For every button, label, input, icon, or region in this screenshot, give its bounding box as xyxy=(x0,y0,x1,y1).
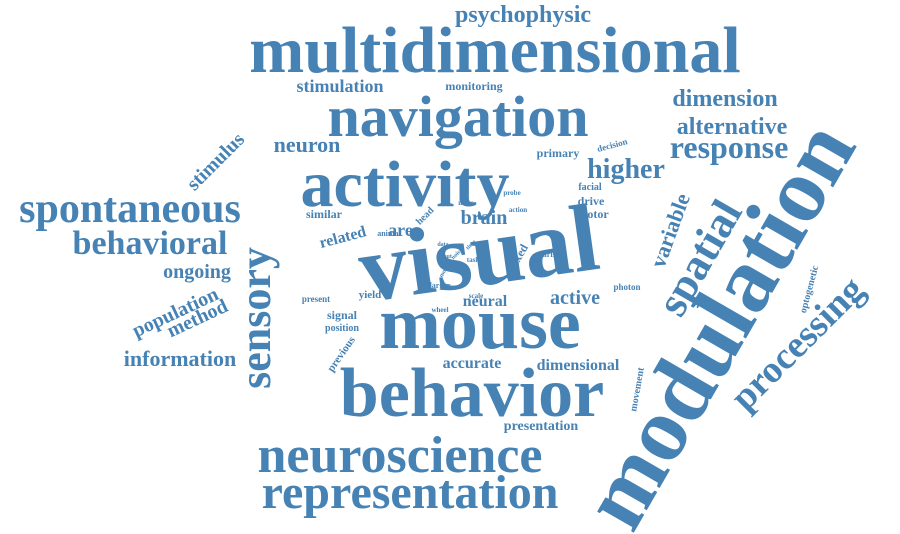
word-input: input xyxy=(438,254,452,260)
word-animal: animal xyxy=(377,229,401,238)
word-representation: representation xyxy=(262,466,559,519)
word-neuroscience: neuroscience xyxy=(258,427,543,484)
word-task: task xyxy=(467,256,480,264)
word-action: action xyxy=(509,206,527,214)
word-presentation: presentation xyxy=(504,419,579,434)
word-yield: yield xyxy=(359,289,382,301)
word-accurate: accurate xyxy=(443,355,502,372)
word-information: information xyxy=(124,346,236,371)
word-facial: facial xyxy=(578,182,602,193)
word-wheel: wheel xyxy=(431,306,448,314)
word-data: data xyxy=(437,242,448,248)
word-spontaneous: spontaneous xyxy=(19,186,241,232)
word-more: more xyxy=(458,199,473,207)
word-monitoring: monitoring xyxy=(445,79,502,93)
word-behavior: behavior xyxy=(340,355,604,432)
word-stimulation: stimulation xyxy=(296,76,383,96)
word-arise: arise xyxy=(543,250,560,259)
word-response: response xyxy=(670,129,789,165)
word-active: active xyxy=(550,287,600,309)
word-drive: drive xyxy=(578,194,605,208)
word-decision: decision xyxy=(596,136,629,154)
word-larger: larger xyxy=(430,281,451,290)
word-behavioral: behavioral xyxy=(73,225,228,262)
word-dimension: dimension xyxy=(672,86,777,112)
word-motor: motor xyxy=(577,207,609,221)
word-area: area xyxy=(388,220,422,240)
word-alternative: alternative xyxy=(677,114,788,140)
word-ongoing: ongoing xyxy=(163,261,231,283)
word-similar: similar xyxy=(306,207,343,221)
word-higher: higher xyxy=(587,154,665,185)
word-dimensional: dimensional xyxy=(537,357,620,374)
word-psychophysic: psychophysic xyxy=(455,2,591,28)
word-mouse: mouse xyxy=(379,283,580,365)
word-sensory: sensory xyxy=(231,247,280,389)
word-scale: scale xyxy=(469,292,483,300)
word-brain: brain xyxy=(461,207,508,229)
word-position: position xyxy=(325,323,359,334)
word-neural: neural xyxy=(463,293,508,310)
word-navigation: navigation xyxy=(327,84,588,149)
word-neuron: neuron xyxy=(274,132,341,157)
word-multidimensional: multidimensional xyxy=(249,14,740,87)
word-photon: photon xyxy=(613,282,640,292)
word-present: present xyxy=(302,294,330,304)
word-signal: signal xyxy=(327,308,358,322)
word-primary: primary xyxy=(537,146,580,160)
word-probe: probe xyxy=(503,189,520,197)
word-activity: activity xyxy=(301,148,510,221)
word-state: state xyxy=(506,265,517,279)
